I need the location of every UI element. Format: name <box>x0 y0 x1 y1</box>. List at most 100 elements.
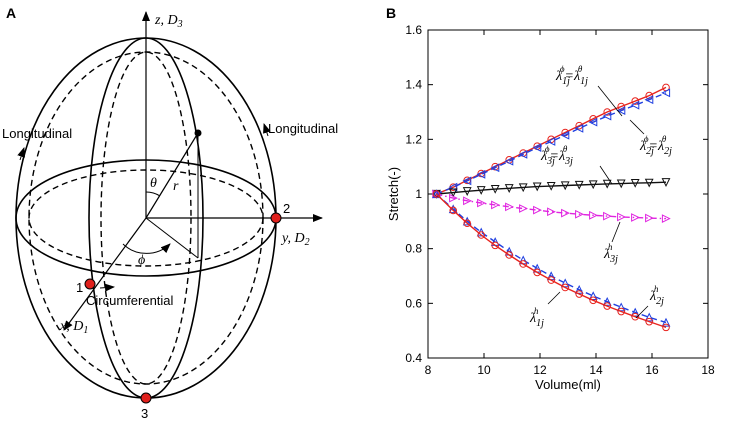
longitudinal-right-label: Longitudinal <box>268 121 338 136</box>
series-line-2 <box>436 181 667 195</box>
data-point <box>575 290 584 298</box>
y-tick-label: 0.6 <box>405 296 422 310</box>
data-point <box>588 117 598 127</box>
y-tick-label: 1.6 <box>405 23 422 37</box>
data-point <box>575 209 584 219</box>
data-point <box>504 156 514 166</box>
svg-text:λ2jh: λ2jh <box>649 284 664 307</box>
point-3-label: 3 <box>141 406 148 421</box>
panel-b-label: B <box>386 5 396 21</box>
data-point <box>630 100 640 110</box>
data-point <box>532 182 542 192</box>
panel-a-label: A <box>6 5 16 21</box>
x-axis-label: Volume(ml) <box>535 377 601 392</box>
panel-b: B 8 10 12 14 16 18 0.4 0.6 0.8 1 1.2 1.4 1.6 Volume(m… <box>386 5 715 392</box>
data-point <box>518 149 528 159</box>
label-lambda-2j: λ2jϕ=λ2jθ <box>629 119 672 157</box>
point-1-marker <box>84 278 96 290</box>
circumferential-label: Circumferential <box>86 293 174 308</box>
series-line-4 <box>435 193 667 324</box>
x-tick-label: 10 <box>477 363 491 377</box>
data-point <box>631 97 640 105</box>
data-point <box>588 180 598 190</box>
data-point <box>617 307 626 316</box>
circumferential-arrow <box>99 283 115 292</box>
theta-arc <box>145 191 161 197</box>
x-axis-label: x, D1 <box>59 319 88 336</box>
point-1-label: 1 <box>76 280 83 295</box>
data-point <box>491 200 500 210</box>
projection-radial <box>145 217 199 259</box>
data-point <box>463 219 472 228</box>
data-point <box>661 178 671 187</box>
data-point <box>491 241 500 250</box>
svg-text:λ3jh: λ3jh <box>603 242 618 265</box>
x-axis-arrow <box>63 217 147 331</box>
data-point <box>631 213 640 222</box>
data-point <box>518 183 528 193</box>
theta-label: θ <box>150 176 157 191</box>
y-tick-label: 0.8 <box>405 242 422 256</box>
data-point <box>603 302 612 310</box>
data-point <box>589 296 598 305</box>
svg-text:λ1jϕ=λ1jθ: λ1jϕ=λ1jθ <box>555 64 588 87</box>
data-point <box>449 193 458 203</box>
data-point <box>505 202 514 212</box>
y-tick-label: 1 <box>415 187 422 201</box>
data-point <box>533 205 542 215</box>
label-lambda-2j-h: λ2jh <box>635 284 664 319</box>
data-point <box>616 106 626 116</box>
panel-a: A z, D3 y, D2 x, D1 θ r <box>2 5 338 421</box>
data-point <box>519 260 528 268</box>
point-3-marker <box>140 392 152 404</box>
x-tick-label: 18 <box>701 363 715 377</box>
data-point <box>645 213 654 223</box>
svg-text:λ2jϕ=λ2jθ: λ2jϕ=λ2jθ <box>639 134 672 157</box>
data-point <box>477 198 486 208</box>
data-point <box>661 317 671 327</box>
data-point <box>589 210 598 220</box>
data-point <box>661 88 671 98</box>
y-axis-label: y, D2 <box>280 231 310 248</box>
data-point <box>462 187 472 196</box>
x-tick-label: 12 <box>533 363 547 377</box>
longitudinal-right-arrow <box>263 123 271 137</box>
data-point <box>547 207 556 217</box>
data-point <box>490 184 500 194</box>
data-point <box>661 214 671 224</box>
data-point <box>448 188 458 198</box>
y-tick-label: 0.4 <box>405 351 422 365</box>
series-line-1 <box>436 92 667 195</box>
point-2-label: 2 <box>283 201 290 216</box>
svg-text:λ1jh: λ1jh <box>529 306 544 329</box>
data-point <box>603 211 612 221</box>
data-point <box>602 296 612 306</box>
svg-text:λ3jϕ=λ3jθ: λ3jϕ=λ3jθ <box>540 144 573 167</box>
data-point <box>505 251 514 259</box>
r-label: r <box>173 179 179 194</box>
y-axis-label: Stretch(-) <box>386 167 401 221</box>
x-tick-label: 14 <box>589 363 603 377</box>
data-point <box>603 108 612 116</box>
z-axis-label: z, D3 <box>154 13 183 30</box>
data-point <box>462 176 472 186</box>
data-point <box>662 323 670 332</box>
phi-label: ϕ <box>138 253 145 268</box>
data-point <box>449 206 458 215</box>
data-point <box>561 208 570 218</box>
data-point <box>477 231 486 239</box>
label-lambda-3j: λ3jϕ=λ3jθ <box>540 144 613 185</box>
phi-arc <box>122 243 171 254</box>
data-point <box>631 312 640 321</box>
data-point <box>532 143 542 152</box>
data-point <box>644 178 654 188</box>
data-point <box>463 196 472 206</box>
data-point <box>560 130 570 140</box>
data-point <box>602 111 612 121</box>
data-point <box>560 278 570 288</box>
data-point <box>476 186 486 195</box>
longitudinal-left-arrow <box>17 147 25 161</box>
data-point <box>645 317 654 326</box>
data-point <box>432 190 441 198</box>
data-point <box>630 178 640 188</box>
